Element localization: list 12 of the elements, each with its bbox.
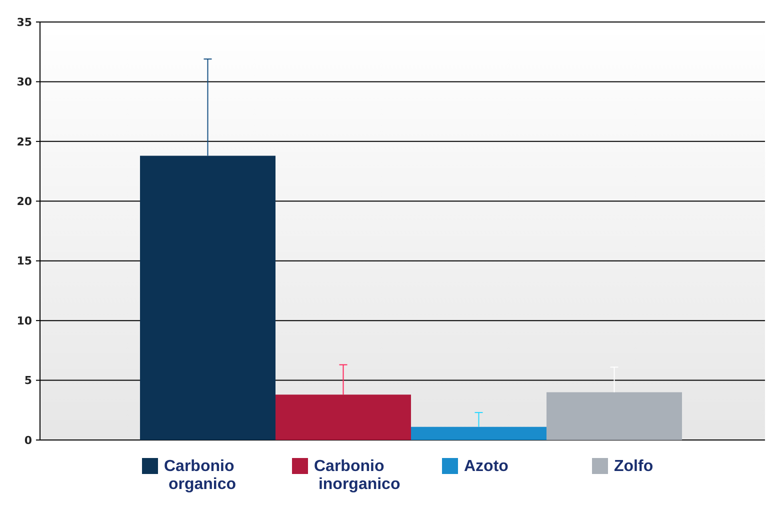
y-tick-label: 20 [16,194,32,208]
legend-label: Carbonio organico [164,458,236,493]
y-tick-label: 10 [16,314,32,328]
y-tick-label: 25 [16,135,32,148]
y-tick-label: 35 [16,16,32,29]
y-tick-label: 5 [24,374,32,388]
legend-label: Azoto [464,458,509,475]
legend-label: Carbonio inorganico [314,458,400,493]
y-tick-label: 30 [16,76,32,89]
legend-label: Zolfo [614,458,654,475]
y-tick-label: 15 [16,254,32,268]
y-tick-label: 0 [24,434,32,447]
